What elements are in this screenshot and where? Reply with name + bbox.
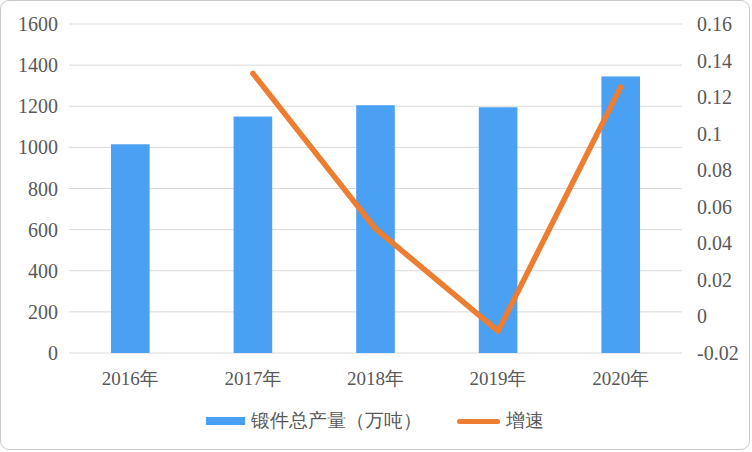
left-axis-label: 200 [28, 301, 58, 323]
right-axis-label: 0.02 [697, 269, 732, 291]
x-axis-label: 2017年 [224, 368, 281, 389]
left-axis-label: 0 [48, 342, 58, 364]
x-axis-label: 2020年 [592, 368, 649, 389]
left-axis-label: 1200 [18, 95, 58, 117]
x-axis-label: 2016年 [102, 368, 159, 389]
chart-container: 1600 1400 1200 1000 800 600 400 200 0 0.16 0.14 0.1… [0, 0, 750, 450]
left-axis-label: 400 [28, 260, 58, 282]
combo-chart: 1600 1400 1200 1000 800 600 400 200 0 0.16 0.14 0.1… [1, 1, 750, 450]
right-axis-label: 0.08 [697, 159, 732, 181]
right-axis-label: 0.06 [697, 196, 732, 218]
right-axis-label: 0.14 [697, 50, 732, 72]
x-axis-label: 2019年 [470, 368, 527, 389]
growth-line [253, 73, 621, 331]
right-axis-label: 0.12 [697, 86, 732, 108]
left-axis-label: 1600 [18, 13, 58, 35]
left-axis-label: 1400 [18, 54, 58, 76]
bar-2017年 [234, 117, 273, 353]
legend-line-label: 增速 [506, 408, 544, 434]
bar-2016年 [111, 144, 150, 353]
legend-line-swatch [457, 419, 500, 424]
left-axis-label: 1000 [18, 136, 58, 158]
legend-item-line: 增速 [457, 408, 544, 434]
bar-2019年 [479, 107, 518, 353]
left-axis-label: 600 [28, 219, 58, 241]
right-axis-label: 0.04 [697, 232, 732, 254]
right-axis-label: -0.02 [697, 342, 739, 364]
legend: 锻件总产量（万吨） 增速 [1, 408, 749, 434]
legend-item-bars: 锻件总产量（万吨） [206, 408, 422, 434]
right-axis-label: 0.1 [697, 123, 722, 145]
legend-bar-swatch [206, 417, 245, 425]
right-axis-label: 0.16 [697, 13, 732, 35]
x-axis-label: 2018年 [347, 368, 404, 389]
right-axis-label: 0 [697, 305, 707, 327]
left-axis-label: 800 [28, 178, 58, 200]
legend-bar-label: 锻件总产量（万吨） [251, 408, 422, 434]
